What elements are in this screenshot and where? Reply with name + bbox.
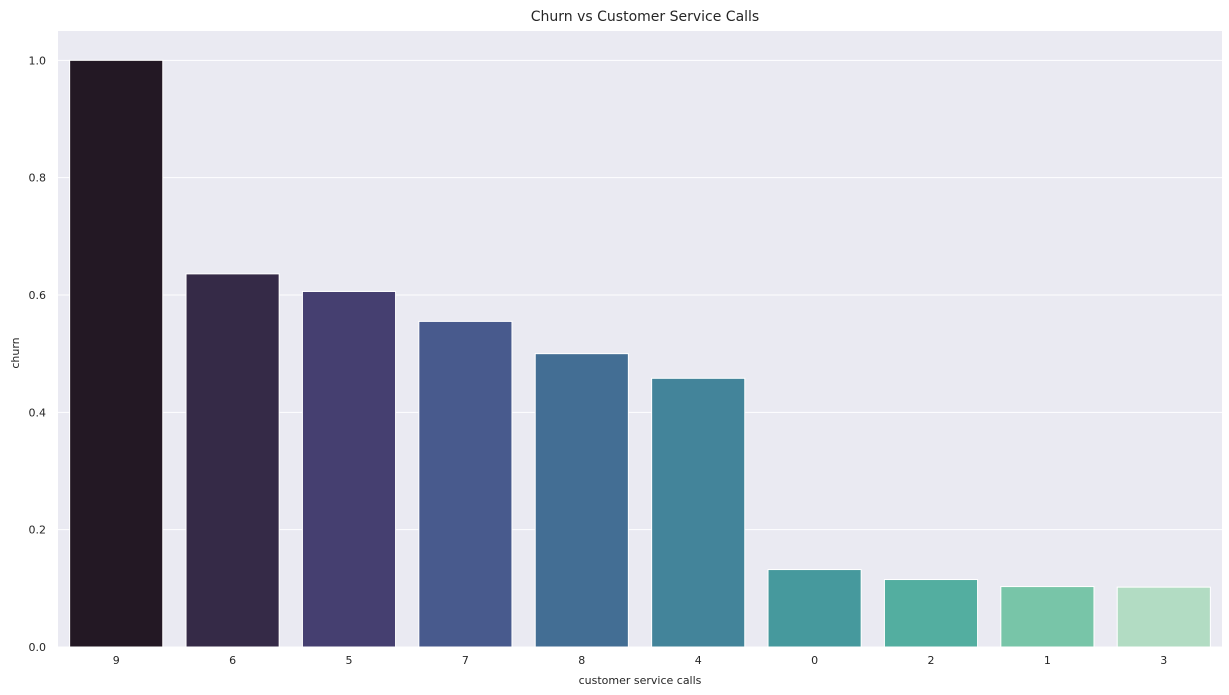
bar-9 — [69, 59, 164, 648]
bar-5 — [301, 290, 397, 648]
y-tick-label: 0.8 — [29, 172, 47, 185]
y-tick-label: 1.0 — [29, 54, 47, 67]
bar-1 — [1000, 586, 1095, 648]
y-tick-label: 0.2 — [29, 524, 47, 537]
x-tick-label: 0 — [811, 654, 818, 667]
x-tick-label: 2 — [928, 654, 935, 667]
y-tick-label: 0.0 — [29, 641, 47, 654]
chart-title: Churn vs Customer Service Calls — [531, 9, 759, 25]
bar-8 — [534, 353, 629, 648]
x-tick-label: 6 — [229, 654, 236, 667]
y-tick-labels: 0.0 0.2 0.4 0.6 0.8 1.0 — [29, 54, 47, 654]
x-tick-label: 3 — [1160, 654, 1167, 667]
x-tick-label: 7 — [462, 654, 469, 667]
x-axis-label: customer service calls — [579, 674, 702, 687]
x-tick-label: 9 — [113, 654, 120, 667]
bar-7 — [418, 320, 513, 648]
bar-2 — [883, 579, 979, 648]
bar-0 — [767, 569, 862, 648]
y-tick-label: 0.6 — [29, 289, 47, 302]
x-tick-label: 4 — [695, 654, 702, 667]
x-tick-label: 1 — [1044, 654, 1051, 667]
x-tick-label: 8 — [578, 654, 585, 667]
y-axis-label: churn — [9, 337, 22, 368]
bar-6 — [185, 273, 280, 648]
bar-4 — [651, 377, 746, 648]
x-tick-labels: 9 6 5 7 8 4 0 2 1 3 — [113, 654, 1168, 667]
y-tick-label: 0.4 — [29, 406, 47, 419]
bar-3 — [1116, 586, 1211, 648]
bars — [69, 59, 1211, 648]
x-tick-label: 5 — [346, 654, 353, 667]
